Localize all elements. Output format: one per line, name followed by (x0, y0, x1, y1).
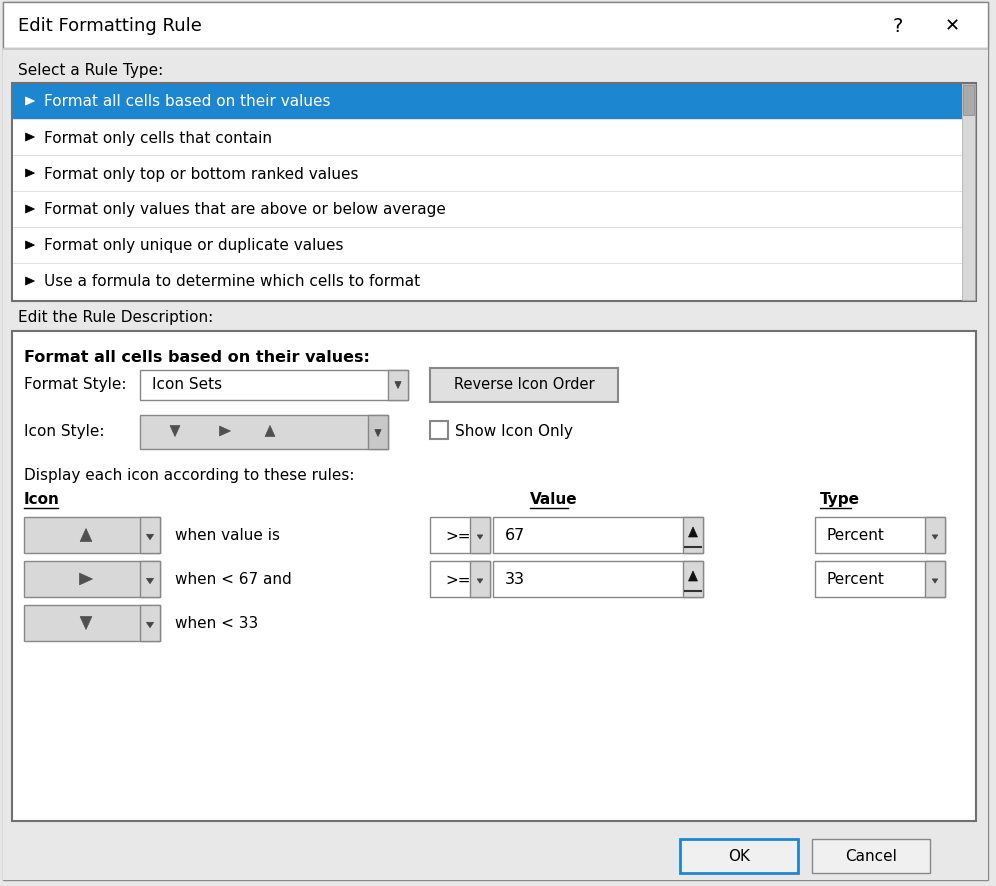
Bar (13, 191, 962, 193)
Bar (13, 264, 962, 265)
Text: Percent: Percent (826, 571, 883, 587)
Text: Type: Type (820, 492, 860, 507)
Text: Edit the Rule Description:: Edit the Rule Description: (18, 310, 213, 325)
Bar (140, 562, 160, 597)
Polygon shape (146, 534, 153, 540)
Bar (962, 85, 975, 300)
Bar (815, 562, 945, 597)
Text: when < 67 and: when < 67 and (175, 571, 292, 587)
Bar (430, 422, 448, 439)
Text: when value is: when value is (175, 528, 280, 543)
Polygon shape (80, 529, 92, 542)
Text: Show Icon Only: Show Icon Only (455, 424, 573, 439)
Polygon shape (146, 579, 153, 584)
Text: Format all cells based on their values: Format all cells based on their values (44, 95, 331, 109)
Text: Format only values that are above or below average: Format only values that are above or bel… (44, 202, 446, 217)
Text: Format only top or bottom ranked values: Format only top or bottom ranked values (44, 167, 359, 182)
Bar (24, 517, 160, 554)
Text: >=: >= (445, 571, 470, 587)
Bar (493, 517, 703, 554)
Bar (815, 517, 945, 554)
Text: Reverse Icon Order: Reverse Icon Order (454, 377, 595, 392)
Text: OK: OK (728, 849, 750, 864)
Polygon shape (932, 579, 938, 584)
Text: ?: ? (892, 17, 903, 35)
Polygon shape (477, 579, 483, 584)
Polygon shape (26, 206, 35, 214)
Bar (24, 605, 160, 641)
Polygon shape (26, 242, 35, 250)
Polygon shape (688, 571, 697, 581)
Bar (430, 562, 490, 597)
Text: >=: >= (445, 528, 470, 543)
Bar (13, 156, 962, 157)
Text: Format only unique or duplicate values: Format only unique or duplicate values (44, 238, 344, 253)
Polygon shape (219, 426, 230, 437)
Polygon shape (80, 617, 92, 630)
Bar (13, 265, 962, 299)
Bar (140, 370, 408, 400)
Bar (12, 84, 976, 301)
Polygon shape (80, 573, 93, 585)
Polygon shape (26, 97, 35, 106)
Bar (680, 839, 798, 873)
Bar (812, 839, 930, 873)
Text: Cancel: Cancel (845, 849, 897, 864)
Text: Select a Rule Type:: Select a Rule Type: (18, 62, 163, 77)
Polygon shape (170, 426, 180, 437)
Polygon shape (374, 430, 381, 437)
Polygon shape (688, 527, 697, 538)
Polygon shape (146, 623, 153, 628)
Text: Icon Style:: Icon Style: (24, 424, 105, 439)
Text: Use a formula to determine which cells to format: Use a formula to determine which cells t… (44, 274, 420, 289)
Bar (963, 86, 974, 116)
Bar (430, 369, 618, 402)
Text: Icon Sets: Icon Sets (152, 377, 222, 392)
Bar (13, 157, 962, 191)
Bar (140, 416, 388, 449)
Bar (493, 562, 703, 597)
Polygon shape (932, 535, 938, 540)
Polygon shape (394, 382, 401, 389)
Text: when < 33: when < 33 (175, 616, 258, 631)
Bar (13, 228, 962, 229)
Polygon shape (265, 426, 275, 437)
Text: 67: 67 (505, 528, 525, 543)
Bar (925, 562, 945, 597)
Polygon shape (26, 277, 35, 285)
Text: Format Style:: Format Style: (24, 377, 126, 392)
Text: 33: 33 (505, 571, 525, 587)
Text: Format all cells based on their values:: Format all cells based on their values: (24, 350, 370, 365)
Bar (388, 370, 408, 400)
Bar (925, 517, 945, 554)
Bar (140, 605, 160, 641)
Text: Display each icon according to these rules:: Display each icon according to these rul… (24, 468, 355, 483)
Bar (24, 562, 160, 597)
Polygon shape (26, 134, 35, 142)
Bar (13, 229, 962, 264)
Bar (683, 517, 703, 554)
Bar (13, 85, 962, 120)
Bar (430, 517, 490, 554)
Text: Percent: Percent (826, 528, 883, 543)
Bar (368, 416, 388, 449)
Text: Format only cells that contain: Format only cells that contain (44, 130, 272, 145)
Bar (13, 120, 962, 156)
Text: Edit Formatting Rule: Edit Formatting Rule (18, 17, 202, 35)
Bar (140, 517, 160, 554)
Bar (3, 49, 988, 51)
Bar (470, 517, 490, 554)
Bar (683, 562, 703, 597)
Text: Value: Value (530, 492, 578, 507)
Polygon shape (477, 535, 483, 540)
Polygon shape (26, 170, 35, 178)
Text: Icon: Icon (24, 492, 60, 507)
Text: ✕: ✕ (944, 17, 959, 35)
Bar (12, 331, 976, 821)
Bar (13, 193, 962, 228)
Bar (3, 3, 988, 49)
Bar (470, 562, 490, 597)
